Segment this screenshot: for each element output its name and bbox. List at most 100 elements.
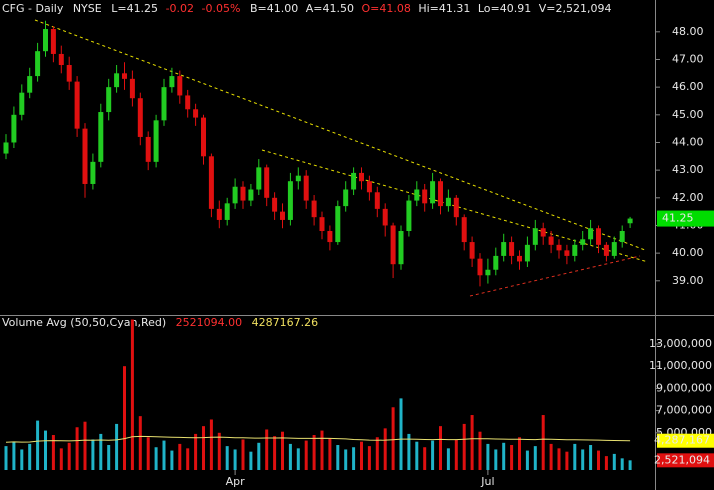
candle-body <box>161 87 167 121</box>
candle-body <box>177 76 183 96</box>
candle-body <box>374 192 380 209</box>
volume-bar <box>288 443 292 470</box>
volume-bar <box>265 429 269 470</box>
candle-body <box>485 269 491 276</box>
volume-bar <box>367 446 371 470</box>
volume-bar <box>597 450 600 470</box>
volume: V=2,521,094 <box>539 2 612 15</box>
candle-body <box>493 255 499 270</box>
candle-body <box>193 109 199 118</box>
candle-body <box>596 228 601 245</box>
volume-bar <box>202 426 205 470</box>
y-tick-label: 39.00 <box>672 274 704 287</box>
candle-body <box>461 217 467 243</box>
volume-bar <box>123 366 126 470</box>
volume-bar <box>146 437 150 470</box>
candle-body <box>501 242 507 256</box>
volume-bar <box>91 439 95 470</box>
volume-bar <box>241 439 245 470</box>
volume-bar <box>383 428 387 470</box>
candle-body <box>438 181 443 207</box>
x-tick-label: Apr <box>226 475 246 488</box>
y-tick-label: 43.00 <box>672 163 704 176</box>
volume-bar <box>502 442 506 470</box>
volume-bar <box>454 439 458 470</box>
candle-body <box>580 239 586 245</box>
candle-body <box>422 189 428 204</box>
volume-bar <box>470 415 474 470</box>
x-tick-label: Jul <box>480 475 494 488</box>
volume-bar <box>36 420 40 470</box>
volume-bar <box>44 430 47 470</box>
candle-body <box>548 236 554 245</box>
volume-bar <box>439 426 442 470</box>
volume-bar <box>360 441 363 470</box>
y-tick-label: 46.00 <box>672 80 704 93</box>
volume-bar <box>423 447 427 470</box>
candle-body <box>264 167 270 198</box>
volume-bar <box>541 415 545 470</box>
volume-bar <box>533 446 537 470</box>
candle-body <box>406 200 412 232</box>
candle-body <box>280 211 285 220</box>
volume-bar <box>99 433 103 470</box>
volume-bar <box>273 436 277 470</box>
volume-bar <box>573 443 577 470</box>
trend-line <box>469 255 641 297</box>
candle-body <box>477 258 483 276</box>
volume-bar <box>209 419 213 470</box>
volume-bar <box>518 437 521 470</box>
volume-marker <box>657 453 714 468</box>
volume-bar <box>557 448 561 470</box>
candle-body <box>153 120 159 162</box>
volume-bar <box>12 441 16 470</box>
volume-marker-label: 2,521,094 <box>654 453 710 466</box>
candle-body <box>517 255 522 262</box>
volume-bar <box>391 407 395 470</box>
volume-bar <box>375 437 379 470</box>
volume-bar <box>194 433 198 470</box>
candle-body <box>3 142 9 154</box>
volume-bar <box>581 449 585 470</box>
volume-bar <box>4 446 8 470</box>
volume-bar <box>328 438 332 470</box>
candle-body <box>335 206 341 243</box>
y-tick-label: 13,000,000 <box>649 337 712 350</box>
candle-body <box>311 200 317 218</box>
volume-bar <box>75 427 79 470</box>
bid: B=41.00 <box>250 2 298 15</box>
candle-body <box>66 65 72 82</box>
change-pct: -0.05% <box>202 2 241 15</box>
volume-bar <box>407 433 411 470</box>
price-marker <box>657 210 714 227</box>
volume-bar <box>217 432 221 470</box>
volume-bar <box>415 441 419 470</box>
volume-bar <box>352 447 356 470</box>
volume-bar <box>138 416 142 470</box>
candle-body <box>469 242 475 259</box>
volume-bar <box>431 440 435 470</box>
volume-avg-value: 4287167.26 <box>252 316 318 329</box>
volume-value: 2521094.00 <box>176 316 242 329</box>
candle-body <box>240 186 246 201</box>
candle-body <box>185 95 191 110</box>
trend-line <box>34 19 646 251</box>
candle-body <box>106 87 112 113</box>
candle-body <box>90 161 96 184</box>
volume-bar <box>478 431 482 470</box>
y-tick-label: 7,000,000 <box>656 404 712 417</box>
candle-body <box>327 231 333 243</box>
volume-bar <box>296 448 300 470</box>
candle-body <box>343 189 349 207</box>
volume-bar <box>281 431 284 470</box>
volume-bar <box>620 458 624 470</box>
candle-body <box>129 78 135 99</box>
candle-body <box>295 175 301 182</box>
volume-bar <box>344 449 348 470</box>
candle-body <box>122 73 127 79</box>
volume-bar <box>130 319 134 470</box>
candle-body <box>366 181 372 193</box>
volume-bar <box>67 442 71 470</box>
candle-body <box>98 112 104 162</box>
candle-body <box>588 228 594 240</box>
